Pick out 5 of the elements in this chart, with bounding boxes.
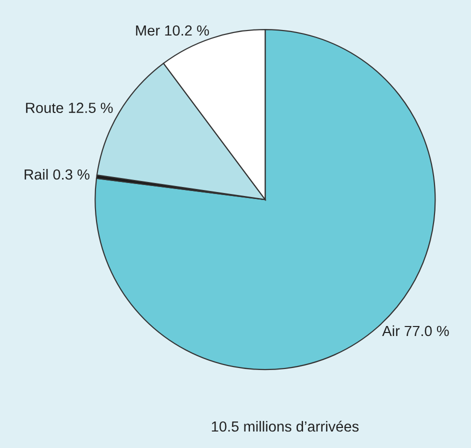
slice-label: Mer 10.2 % [136, 25, 209, 36]
slice-label: Route 12.5 % [26, 102, 113, 114]
slice-label: Air 77.0 % [382, 325, 449, 336]
text: 10.5 millions d’arrivées [212, 420, 359, 432]
slice-label: Rail 0.3 % [24, 168, 90, 180]
